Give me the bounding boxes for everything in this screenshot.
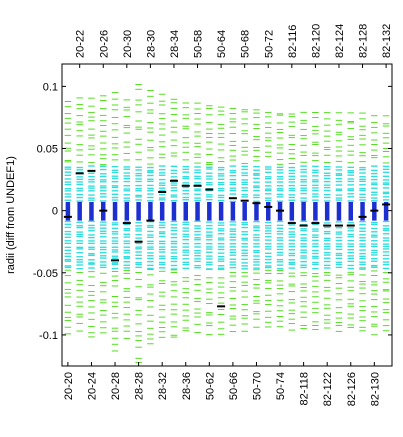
x-tick-label-top: 82-132 [381, 24, 393, 58]
core-band [254, 201, 259, 221]
category-20-28 [111, 92, 120, 352]
x-tick-label-bottom: 20-24 [86, 372, 98, 400]
core-band [124, 201, 130, 221]
chart-marks [63, 84, 391, 363]
category-28-36 [181, 102, 190, 332]
x-tick-label-bottom: 28-28 [134, 372, 146, 400]
category-50-62 [205, 105, 214, 336]
category-50-72 [264, 111, 273, 328]
core-band [301, 201, 306, 221]
core-band [230, 201, 236, 221]
core-band [336, 201, 342, 221]
category-82-116 [287, 113, 296, 331]
core-band [207, 201, 212, 221]
x-tick-label-top: 28-34 [169, 30, 181, 58]
category-82-128 [358, 112, 367, 332]
core-band [242, 201, 247, 221]
x-tick-label-top: 20-22 [75, 30, 87, 58]
x-tick-label-bottom: 82-126 [346, 372, 358, 406]
y-tick-label: 0.05 [37, 144, 58, 156]
core-band [195, 201, 200, 221]
category-50-68 [240, 109, 249, 332]
core-band [218, 201, 224, 221]
category-28-30 [146, 90, 155, 345]
x-tick-label-bottom: 82-118 [299, 372, 311, 405]
core-band [348, 201, 353, 221]
y-axis-label: radii (diff from UNDEF1) [5, 156, 17, 274]
y-tick-label: -0.05 [33, 268, 58, 280]
core-band [383, 201, 389, 221]
core-band [324, 201, 330, 221]
x-tick-label-top: 50-58 [193, 30, 205, 58]
category-82-130 [370, 115, 379, 336]
core-band [148, 201, 153, 221]
x-tick-label-bottom: 20-20 [63, 372, 75, 400]
core-band [171, 201, 177, 221]
x-tick-label-bottom: 50-74 [275, 372, 287, 400]
x-tick-label-bottom: 50-62 [204, 372, 216, 400]
core-band [159, 201, 165, 221]
y-tick-label: 0 [52, 206, 58, 218]
category-50-58 [193, 102, 202, 333]
core-band [360, 201, 365, 221]
category-50-70 [252, 109, 261, 328]
core-band [289, 201, 295, 221]
x-tick-label-bottom: 28-32 [157, 372, 169, 400]
category-82-122 [323, 112, 332, 329]
x-tick-label-top: 82-116 [287, 25, 299, 58]
category-20-26 [99, 95, 108, 334]
x-tick-label-top: 50-72 [263, 30, 275, 58]
x-tick-label-top: 82-120 [310, 24, 322, 58]
category-50-74 [276, 113, 285, 328]
plot-frame [61, 63, 393, 367]
core-band [266, 201, 271, 221]
core-band [136, 201, 141, 221]
core-band [112, 201, 118, 221]
x-tick-label-bottom: 50-70 [251, 372, 263, 400]
category-28-28 [134, 84, 143, 363]
x-tick-label-bottom: 50-66 [228, 372, 240, 400]
x-tick-label-top: 50-68 [240, 30, 252, 58]
category-82-124 [334, 112, 343, 332]
axes: 0.1 0.05 0 -0.05 -0.1 20-20 20-24 20-28 28-28 28-… [33, 24, 393, 407]
category-50-64 [217, 106, 226, 335]
x-tick-label-top: 20-26 [98, 30, 110, 58]
category-28-34 [169, 98, 178, 338]
category-20-30 [122, 99, 131, 339]
core-band [77, 201, 82, 221]
y-tick-label: -0.1 [39, 330, 58, 342]
category-20-20 [63, 100, 72, 335]
x-tick-label-bottom: 20-28 [110, 372, 122, 400]
category-82-118 [299, 111, 308, 330]
category-82-132 [382, 115, 391, 332]
core-band [65, 201, 71, 221]
core-band [89, 201, 94, 221]
category-82-120 [311, 111, 320, 331]
x-tick-label-bottom: 28-36 [181, 372, 193, 400]
x-tick-label-top: 50-64 [216, 30, 228, 58]
x-tick-label-top: 20-30 [122, 30, 134, 58]
y-tick-label: 0.1 [43, 81, 58, 93]
x-tick-label-top: 28-30 [145, 30, 157, 58]
x-tick-label-top: 82-128 [358, 24, 370, 58]
core-band [313, 201, 318, 221]
category-50-66 [228, 107, 237, 333]
category-20-22 [75, 97, 84, 332]
x-tick-label-top: 82-124 [334, 24, 346, 58]
category-20-24 [87, 97, 96, 338]
x-tick-label-bottom: 82-130 [369, 372, 381, 406]
category-82-126 [346, 112, 355, 328]
x-tick-label-bottom: 82-122 [322, 372, 334, 406]
core-band [183, 201, 188, 221]
category-28-32 [158, 93, 167, 338]
